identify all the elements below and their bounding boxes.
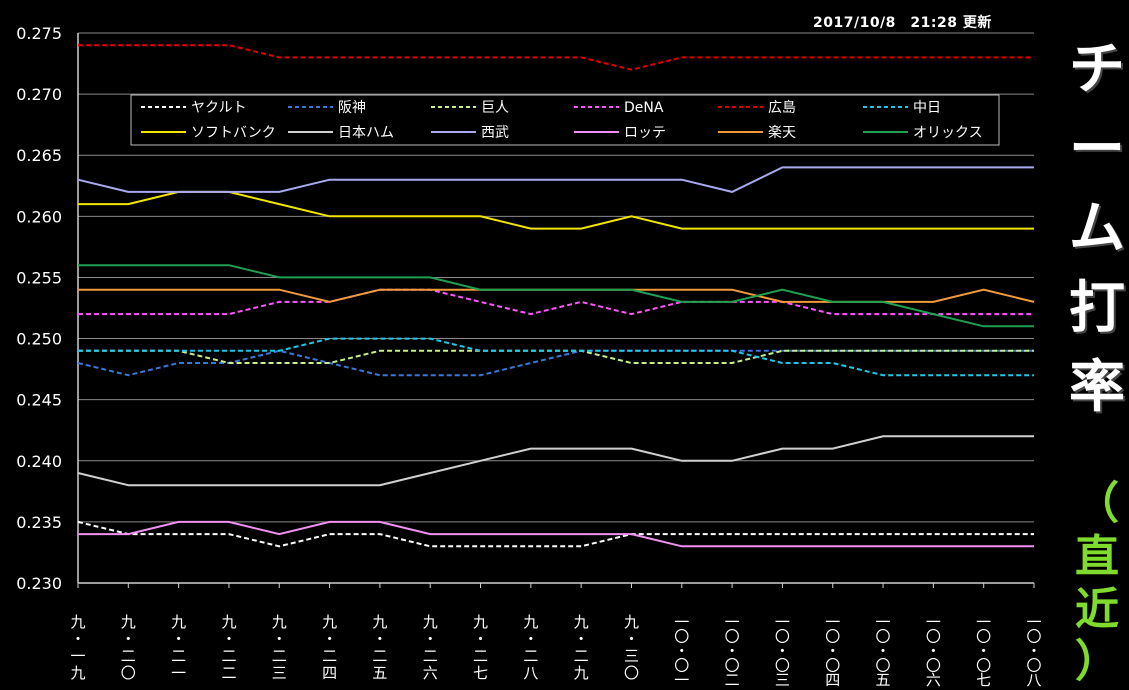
side-subtitle-char: （ [1075,478,1119,529]
legend-label: 阪神 [338,100,366,116]
y-tick-label: 0.260 [16,207,62,226]
x-tick-label: 一〇・〇一 [674,613,689,689]
legend-label: 巨人 [481,100,509,116]
legend-label: 日本ハム [338,125,394,141]
series-line [78,349,1034,364]
x-tick-label: 一〇・〇六 [926,613,941,689]
series-line [78,264,1034,328]
x-tick-label: 九・二四 [322,613,337,682]
update-timestamp: 2017/10/8 21:28 更新 [813,15,992,31]
side-subtitle: （ 直 近 ） [1062,478,1129,689]
x-tick-label: 九・三〇 [624,613,639,682]
series-line [78,520,1034,548]
y-tick-label: 0.265 [16,146,62,165]
y-axis: 0.230 0.235 0.240 0.245 0.250 0.255 0.260 0.265… [16,24,79,593]
series-line [77,520,1034,548]
x-tick-label: 九・一九 [70,613,85,682]
series-line [77,349,1034,377]
side-title-char: ー [1069,116,1125,182]
y-tick-label: 0.250 [16,330,62,349]
side-title-char: 率 [1069,355,1125,421]
y-tick-label: 0.270 [16,85,62,104]
legend-label: 中日 [913,100,941,116]
series-line [78,288,1034,316]
x-tick-label: 一〇・〇五 [876,613,891,689]
legend-label: ソフトバンク [191,125,276,141]
x-tick-label: 九・二七 [473,613,488,682]
x-tick-label: 一〇・〇三 [775,613,790,689]
x-tick-label: 九・二八 [523,613,538,682]
x-tick-label: 一〇・〇八 [1026,613,1041,689]
x-tick-label: 九・二六 [423,613,438,682]
legend-box [130,94,1000,146]
side-subtitle-char: ） [1075,636,1119,688]
legend-label: オリックス [913,125,983,141]
y-tick-label: 0.240 [16,452,62,471]
batting-average-chart: 0.230 0.235 0.240 0.245 0.250 0.255 0.260 0.265… [16,24,1042,689]
x-tick-label: 九・二五 [372,613,387,682]
y-tick-label: 0.235 [16,513,62,532]
x-tick-label: 九・二一 [171,613,186,682]
x-axis: 九・一九 九・二〇 九・二一 九・二二 九・二三 九・二四 九・二五 九・二六 九・二七 九・二八… [70,582,1042,689]
y-tick-label: 0.230 [16,574,62,593]
side-subtitle-char: 直 [1075,530,1119,582]
series-line [78,288,1035,303]
series-lines [77,44,1035,548]
side-subtitle-char: 近 [1075,583,1119,635]
side-title-char: 打 [1069,275,1125,341]
x-tick-label: 一〇・〇二 [725,613,740,689]
legend-label: 西武 [481,125,509,141]
x-tick-label: 一〇・〇四 [825,613,840,689]
y-tick-label: 0.245 [16,391,62,410]
x-tick-label: 九・二二 [221,613,236,682]
x-tick-label: 九・二三 [272,613,287,682]
series-line [78,44,1034,71]
legend-label: ロッテ [624,125,666,141]
legend-label: ヤクルト [191,100,247,116]
x-tick-label: 九・二九 [574,613,589,682]
legend-label: 広島 [768,100,796,116]
y-tick-label: 0.275 [16,24,62,43]
side-title-char: チ [1069,37,1125,102]
x-tick-label: 九・二〇 [121,613,136,682]
side-title: チ ー ム 打 率 [1062,30,1129,428]
series-line [77,435,1034,487]
side-title-char: ム [1069,196,1125,262]
legend-label: 楽天 [768,125,796,141]
series-line [78,337,1034,377]
series-line [77,166,1034,193]
legend-label: DeNA [624,100,664,116]
series-line [78,190,1034,230]
x-tick-label: 一〇・〇七 [976,613,991,689]
y-tick-label: 0.255 [16,268,62,287]
